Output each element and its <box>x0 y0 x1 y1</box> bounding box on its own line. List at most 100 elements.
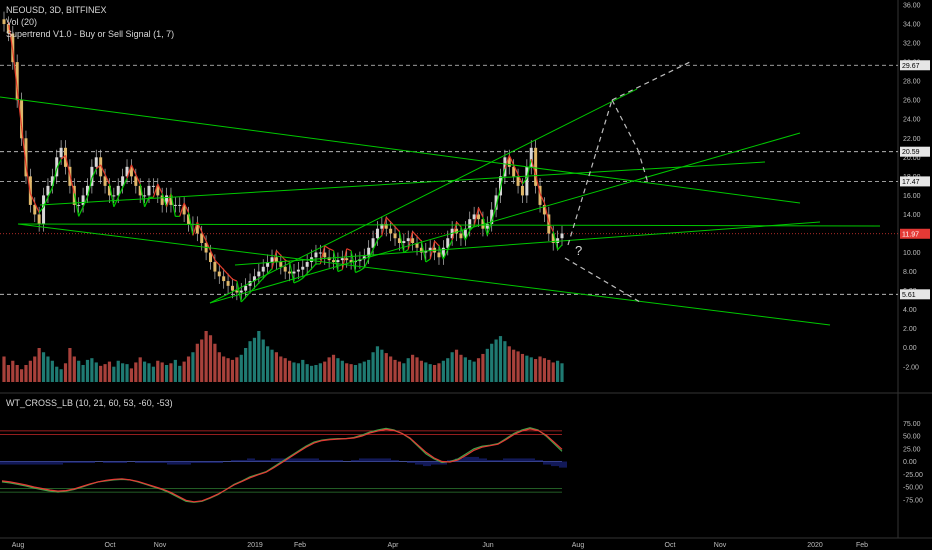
oscillator-histogram <box>391 459 399 462</box>
trendline[interactable] <box>0 96 801 204</box>
volume-bar <box>318 363 322 382</box>
volume-bar <box>28 360 32 382</box>
trendline[interactable] <box>209 132 801 304</box>
volume-bar <box>55 366 59 382</box>
time-axis-label: Nov <box>714 542 727 549</box>
volume-bar <box>257 330 261 382</box>
volume-bar <box>142 361 147 382</box>
volume-bar <box>375 346 380 382</box>
volume-bar <box>191 352 195 382</box>
time-axis-label: Nov <box>154 542 167 549</box>
trendline[interactable] <box>209 88 638 304</box>
candle-body <box>134 176 138 186</box>
supertrend-segment <box>258 277 264 284</box>
trendline[interactable] <box>17 223 881 227</box>
candle-body <box>244 285 248 291</box>
volume-bar <box>472 361 476 382</box>
oscillator-histogram <box>335 459 343 462</box>
trendline[interactable] <box>17 223 831 326</box>
supertrend-segment <box>95 164 102 170</box>
volume-bar <box>507 346 511 382</box>
supertrend-segment <box>508 155 515 166</box>
supertrend-segment <box>539 193 545 204</box>
volume-bar <box>50 360 54 382</box>
supertrend-segment <box>122 178 128 189</box>
oscillator-tick-label: 50.00 <box>903 434 921 441</box>
oscillator-histogram <box>407 461 415 464</box>
candle-body <box>362 256 366 260</box>
volume-bar <box>362 361 366 382</box>
supertrend-segment <box>482 217 488 236</box>
oscillator-histogram <box>23 461 31 465</box>
oscillator-tick-label: -75.00 <box>903 497 923 504</box>
level-price-tag <box>900 176 930 187</box>
oscillator-histogram <box>175 461 183 465</box>
oscillator-histogram <box>31 461 39 465</box>
candle-body <box>336 260 340 263</box>
candle-body <box>397 238 401 243</box>
volume-bar <box>498 336 503 382</box>
candle-body <box>50 176 54 186</box>
current-price-label: 11.97 <box>902 231 919 238</box>
candle-body <box>292 271 296 274</box>
candle-body <box>389 228 393 234</box>
oscillator-histogram <box>295 458 303 462</box>
volume-bar <box>560 363 564 382</box>
candle-body <box>380 223 384 229</box>
volume-bar <box>33 356 37 382</box>
supertrend-segment <box>135 174 141 185</box>
volume-bar <box>134 362 138 382</box>
current-price-tag <box>900 228 930 239</box>
volume-bar <box>213 343 217 382</box>
trendline[interactable] <box>234 221 821 266</box>
supertrend-segment <box>363 258 370 269</box>
candle-body <box>59 147 63 158</box>
volume-bar <box>551 362 555 382</box>
volume-bar <box>428 364 432 382</box>
volume-bar <box>266 346 270 382</box>
volume-bar <box>186 356 191 382</box>
oscillator-series-fast <box>1 427 563 503</box>
candle-body <box>112 195 116 197</box>
supertrend-segment <box>412 231 418 237</box>
candle-body <box>485 223 489 229</box>
candle-body <box>116 185 120 196</box>
time-axis-label: Oct <box>665 542 676 549</box>
candle-body <box>560 233 564 239</box>
supertrend-segment <box>232 278 238 282</box>
supertrend-segment <box>130 164 137 175</box>
candle-body <box>121 176 125 186</box>
volume-bar <box>323 361 327 382</box>
supertrend-segment <box>324 245 330 250</box>
oscillator-histogram <box>159 461 167 464</box>
volume-bar <box>353 364 358 382</box>
volume-bar <box>309 365 314 382</box>
candle-body <box>406 238 410 242</box>
candle-body <box>90 166 94 186</box>
supertrend-segment <box>267 268 273 274</box>
volume-bar <box>485 348 489 382</box>
supertrend-segment <box>372 239 379 250</box>
volume-bar <box>160 362 164 382</box>
supertrend-segment <box>298 277 304 282</box>
supertrend-segment <box>179 202 185 217</box>
candle-body <box>15 62 19 101</box>
volume-bar <box>397 361 402 382</box>
volume-bar <box>164 364 169 382</box>
supertrend-segment <box>245 292 251 298</box>
price-tick-label: 14.00 <box>903 212 921 219</box>
volume-bar <box>432 364 437 382</box>
candle-body <box>187 214 191 224</box>
price-tick-label: 0.00 <box>903 345 917 352</box>
candle-body <box>345 258 349 261</box>
supertrend-segment <box>275 250 282 256</box>
oscillator-histogram <box>39 461 47 465</box>
oscillator-histogram <box>239 459 247 462</box>
supertrend-segment <box>104 174 110 185</box>
volume-bar <box>516 351 520 382</box>
candle-body <box>165 195 169 205</box>
volume-bar <box>2 356 6 382</box>
supertrend-segment <box>359 267 365 272</box>
oscillator-histogram <box>183 461 191 465</box>
